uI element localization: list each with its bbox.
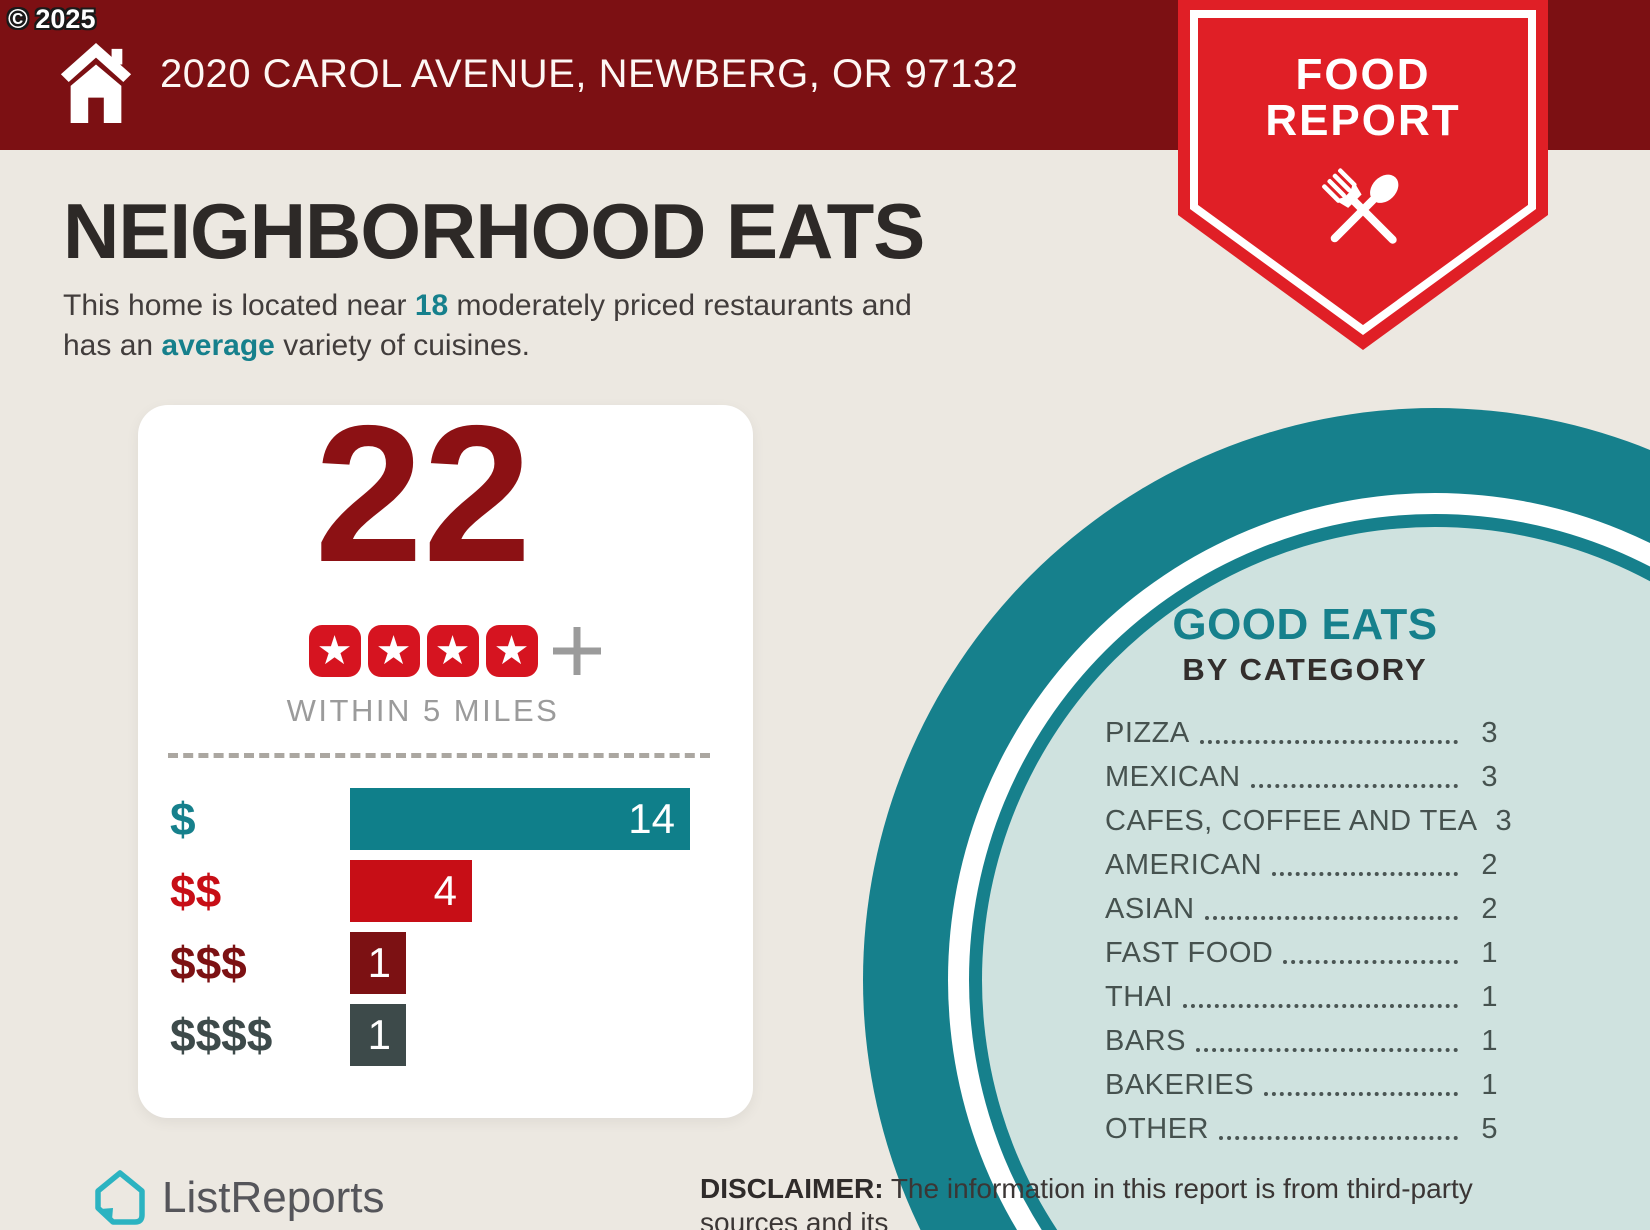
dashed-divider [168,753,710,758]
price-tier-label: $$ [170,865,222,917]
star-icon: ★ [485,625,538,677]
category-label: BARS [1105,1025,1186,1057]
page-title: NEIGHBORHOOD EATS [63,187,925,275]
category-label: AMERICAN [1105,849,1263,881]
radius-label: WITHIN 5 MILES [286,693,560,728]
summary-card-content: 22 ★ ★ ★ ★ WITHIN 5 MILES $ 14 $$ 4 $ [138,397,710,1118]
price-bar: 4 [350,860,472,922]
good-eats-subtitle: BY CATEGORY [1182,652,1428,687]
food-report-ribbon: FOOD REPORT [1178,0,1548,352]
category-value: 1 [1481,937,1498,969]
list-item: AMERICAN 2 [1105,844,1498,888]
list-item: PIZZA 3 [1105,712,1498,756]
list-item: CAFES, COFFEE AND TEA 3 [1105,800,1512,844]
star-icon: ★ [426,625,479,677]
category-label: MEXICAN [1105,761,1241,793]
list-item: OTHER 5 [1105,1108,1498,1152]
list-item: BARS 1 [1105,1020,1498,1064]
dot-leader [1272,872,1458,876]
price-tier-label: $$$$ [170,1009,273,1061]
dot-leader [1199,740,1458,744]
intro-text-part3: has an [63,329,162,362]
price-bar-value: 4 [433,867,457,914]
price-bar-row: $$$ 1 [138,932,708,994]
category-label: CAFES, COFFEE AND TEA [1105,805,1478,837]
category-label: THAI [1105,981,1174,1013]
price-bar: 1 [350,932,406,994]
copyright-text: © 2025 [8,4,96,34]
category-value: 3 [1495,805,1513,837]
dot-leader [1195,1048,1458,1052]
price-bar-row: $$ 4 [138,860,708,922]
intro-text-part4: variety of cuisines. [274,329,530,362]
restaurant-count: 22 [314,385,532,603]
category-value: 1 [1481,981,1498,1013]
price-bar: 14 [350,788,690,850]
category-value: 3 [1481,761,1498,793]
intro-text: This home is located near 18 moderately … [63,286,912,366]
list-item: BAKERIES 1 [1105,1064,1498,1108]
intro-text-part1: This home is located near [63,289,415,322]
price-bar-chart: $ 14 $$ 4 $$$ 1 $$$$ 1 [138,788,708,1076]
dot-leader [1219,1136,1458,1140]
list-item: MEXICAN 3 [1105,756,1498,800]
dot-leader [1250,784,1458,788]
list-item: FAST FOOD 1 [1105,932,1498,976]
disclaimer-line1: The information in this report is from t… [700,1173,1473,1230]
category-label: FAST FOOD [1105,937,1274,969]
summary-card: 22 ★ ★ ★ ★ WITHIN 5 MILES $ 14 $$ 4 $ [138,397,753,1118]
category-value: 2 [1481,849,1498,881]
disclaimer-label: DISCLAIMER: [700,1173,884,1204]
price-bar: 1 [350,1004,406,1066]
intro-text-part2: moderately priced restaurants and [448,289,912,322]
category-value: 3 [1481,717,1498,749]
category-label: OTHER [1105,1113,1209,1145]
home-icon [60,43,132,123]
price-tier-label: $ [170,793,196,845]
price-bar-value: 14 [628,795,675,842]
good-eats-list: PIZZA 3 MEXICAN 3 CAFES, COFFEE AND TEA 3 A… [1105,712,1512,1152]
category-value: 5 [1481,1113,1498,1145]
category-value: 2 [1481,893,1498,925]
good-eats-title: GOOD EATS [1172,600,1438,649]
listreports-wordmark: ListReports [162,1173,385,1222]
star-icon: ★ [308,625,361,677]
price-bar-row: $$$$ 1 [138,1004,708,1066]
price-bar-value: 1 [367,1011,391,1058]
dot-leader [1264,1092,1458,1096]
listreports-logo: ListReports [92,1168,385,1228]
price-bar-row: $ 14 [138,788,708,850]
category-label: ASIAN [1105,893,1195,925]
price-tier-label: $$$ [170,937,247,989]
restaurant-count-inline: 18 [414,289,449,322]
spoon-fork-icon [1322,168,1399,244]
ribbon-title-line2: REPORT [1265,96,1461,145]
category-value: 1 [1481,1025,1498,1057]
ribbon-shape [1178,0,1548,350]
variety-inline: average [161,329,275,362]
ribbon-title-line1: FOOD [1295,50,1431,99]
rating-row: ★ ★ ★ ★ [168,625,738,677]
disclaimer-text: DISCLAIMER: The information in this repo… [700,1172,1530,1230]
dot-leader [1283,960,1458,964]
plus-icon [553,627,601,675]
dot-leader [1183,1004,1458,1008]
star-icon: ★ [367,625,420,677]
listreports-icon [95,1170,145,1225]
dot-leader [1204,916,1458,920]
list-item: ASIAN 2 [1105,888,1498,932]
price-bar-value: 1 [367,939,391,986]
category-value: 1 [1481,1069,1498,1101]
list-item: THAI 1 [1105,976,1498,1020]
rating-stars: ★ ★ ★ ★ [305,625,541,677]
category-label: PIZZA [1105,717,1190,749]
category-label: BAKERIES [1105,1069,1255,1101]
property-address: 2020 CAROL AVENUE, NEWBERG, OR 97132 [160,52,1019,96]
